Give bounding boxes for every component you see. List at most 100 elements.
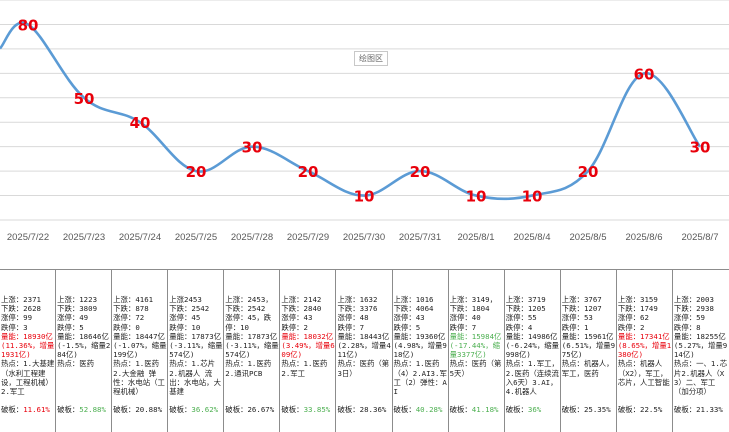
- x-tick-label: 2025/7/31: [399, 232, 441, 243]
- limit-down-count: 跌停：0: [113, 322, 140, 332]
- down-count: 下跌：1749: [617, 304, 658, 314]
- break-rate-row: 破板：52.88%: [57, 405, 106, 414]
- break-rate-row: 破板：36%: [506, 405, 542, 414]
- break-rate-value: 21.33%: [696, 404, 723, 414]
- up-count: 上涨：1016: [393, 295, 434, 304]
- limit-down-count: 跌停：8: [673, 322, 701, 332]
- volume-change: (3.49%，增量609亿): [281, 341, 335, 360]
- hot-sectors: 热点：医药: [57, 359, 95, 369]
- stats-column: 上涨：2371 下跌：2628 涨停：99 跌停：3 量能：18930亿 (11.36%，…: [0, 270, 57, 432]
- stats-column: 上涨2453 下跌：2542 涨停：45 跌停：10 量能：17873亿 (-3.11%，…: [168, 270, 225, 432]
- up-count: 上涨：2003: [673, 295, 714, 304]
- data-label: 30: [690, 139, 711, 157]
- break-rate-label: 破板：: [169, 404, 192, 414]
- up-count: 上涨2453: [169, 295, 202, 304]
- x-tick-label: 2025/8/4: [514, 232, 551, 243]
- break-rate-label: 破板：: [617, 404, 641, 414]
- data-label: 40: [130, 114, 151, 132]
- limit-down-count: 跌停：4: [505, 322, 533, 332]
- break-rate-value: 40.28%: [415, 404, 443, 414]
- stats-column: 上涨：1016 下跌：4064 涨停：43 跌停：5 量能：19360亿 (4.98%，增…: [393, 270, 449, 432]
- data-label: 50: [74, 90, 95, 108]
- volume-change: (-3.11%，缩量574亿): [225, 341, 279, 360]
- break-rate-value: 25.35%: [583, 404, 611, 414]
- break-rate-row: 破板：25.35%: [562, 405, 611, 414]
- hot-sectors: 热点：1.医药 2.通讯PCB: [225, 359, 276, 378]
- data-label: 20: [410, 163, 431, 181]
- hot-sectors: 热点：1.芯片 2.机器人 流出：水电站，大基建: [169, 359, 221, 397]
- volume-value: 量能：18443亿: [337, 331, 390, 341]
- stats-column: 上涨：2453， 下跌：2542 涨停：45，跌 停：10 量能：17873亿 (-3.1…: [224, 270, 281, 432]
- down-count: 下跌：4064: [393, 304, 434, 314]
- hot-sectors: 热点：医药（第3日）: [337, 359, 390, 378]
- hot-sectors: 热点：1.医药 2.大金融 弹性：水电站（工程机械）: [113, 359, 165, 397]
- data-label: 20: [186, 163, 207, 181]
- hot-sectors: 热点：一、1.芯片2.机器人（X3）二、军工（加分项）: [673, 359, 728, 397]
- limit-down-count: 停：10: [225, 322, 249, 332]
- limit-down-count: 跌停：5: [57, 322, 84, 332]
- break-rate-label: 破板：: [113, 404, 136, 414]
- limit-down-count: 跌停：7: [449, 322, 477, 332]
- x-tick-label: 2025/8/7: [682, 232, 719, 243]
- up-count: 上涨：1223: [57, 295, 98, 304]
- break-rate-label: 破板：: [281, 404, 304, 414]
- stats-column: 上涨：4161 下跌：878 涨停：72 跌停：0 量能：18447亿 (-1.07%，缩…: [112, 270, 169, 432]
- stats-column: 上涨：1223 下跌：3809 涨停：49 跌停：5 量能：18646亿 (-1.5%，缩…: [56, 270, 113, 432]
- daily-stats-table: 上涨：2371 下跌：2628 涨停：99 跌停：3 量能：18930亿 (11.36%，…: [0, 269, 729, 432]
- up-count: 上涨：3719: [505, 295, 546, 304]
- volume-change: (4.98%，增量918亿): [393, 341, 447, 360]
- break-rate-value: 36.62%: [191, 404, 219, 414]
- break-rate-label: 破板：: [505, 404, 528, 414]
- volume-value: 量能：15961亿: [561, 331, 614, 341]
- volume-value: 量能：19360亿: [393, 331, 446, 341]
- data-label: 60: [634, 65, 655, 83]
- break-rate-row: 破板：21.33%: [674, 405, 723, 414]
- break-rate-label: 破板：: [225, 404, 248, 414]
- chart-x-axis-ticks: 2025/7/22 2025/7/23 2025/7/24 2025/7/25 2025…: [7, 232, 719, 243]
- limit-up-count: 涨停：62: [617, 313, 649, 323]
- limit-up-count: 涨停：72: [113, 313, 145, 323]
- down-count: 下跌：3809: [57, 304, 98, 314]
- stats-column: 上涨：2003 下跌：2938 涨停：59 跌停：8 量能：18255亿 (5.27%，增…: [673, 270, 729, 432]
- volume-value: 量能：18447亿: [113, 331, 165, 341]
- data-label: 20: [298, 163, 319, 181]
- break-rate-row: 破板：28.36%: [337, 405, 386, 414]
- x-tick-label: 2025/8/6: [626, 232, 663, 243]
- break-rate-value: 36%: [527, 404, 542, 414]
- data-label: 80: [18, 16, 39, 34]
- down-count: 下跌：1207: [561, 304, 602, 314]
- up-count: 上涨：3159: [617, 295, 658, 304]
- volume-change: (-6.24%，缩量998亿): [505, 341, 560, 360]
- stats-column: 上涨：3149， 下跌：1804 涨停：40 跌停：7 量能：15984亿 (-17.44…: [449, 270, 505, 432]
- data-label: 20: [578, 163, 599, 181]
- hot-sectors: 热点：机器人（X2），军工，芯片，人工智能: [617, 359, 670, 387]
- stats-column: 上涨：3159 下跌：1749 涨停：62 跌停：2 量能：17341亿 (8.65%，增…: [617, 270, 673, 432]
- volume-change: (5.27%，增量914亿): [673, 341, 728, 360]
- data-label: 10: [354, 188, 375, 206]
- hot-sectors: 热点：1.医药（4）2.AI3.军工（2）弹性：AI: [393, 359, 447, 397]
- volume-value: 量能：17873亿: [169, 331, 222, 341]
- volume-change: (6.51%，增量975亿): [561, 341, 616, 360]
- up-count: 上涨：3767: [561, 295, 602, 304]
- chart-data-labels: 80 50 40 20 30 20 10 20 10 10 20 60 30: [18, 16, 711, 205]
- break-rate-label: 破板：: [57, 404, 80, 414]
- volume-value: 量能：15984亿: [449, 331, 502, 341]
- stats-column: 上涨：3767 下跌：1207 涨停：53 跌停：1 量能：15961亿 (6.51%，增…: [561, 270, 617, 432]
- down-count: 下跌：2542: [169, 304, 210, 314]
- x-tick-label: 2025/7/29: [287, 232, 329, 243]
- hot-sectors: 热点：医药（第5天）: [449, 359, 502, 378]
- limit-down-count: 跌停：3: [1, 322, 28, 332]
- x-tick-label: 2025/7/22: [7, 232, 49, 243]
- limit-down-count: 跌停：5: [393, 322, 421, 332]
- x-tick-label: 2025/8/1: [458, 232, 495, 243]
- down-count: 下跌：2628: [1, 304, 41, 314]
- plot-area-label: 绘图区: [354, 51, 388, 66]
- limit-up-count: 涨停：49: [57, 313, 89, 323]
- up-count: 上涨：1632: [337, 295, 378, 304]
- volume-value: 量能：18930亿: [1, 331, 53, 341]
- break-rate-label: 破板：: [1, 404, 24, 414]
- hot-sectors: 热点：1.军工，2.医药（连续流入6天）3.AI，4.机器人: [505, 359, 559, 397]
- limit-down-count: 跌停：2: [617, 322, 645, 332]
- volume-change: (2.28%，增量411亿): [337, 341, 391, 360]
